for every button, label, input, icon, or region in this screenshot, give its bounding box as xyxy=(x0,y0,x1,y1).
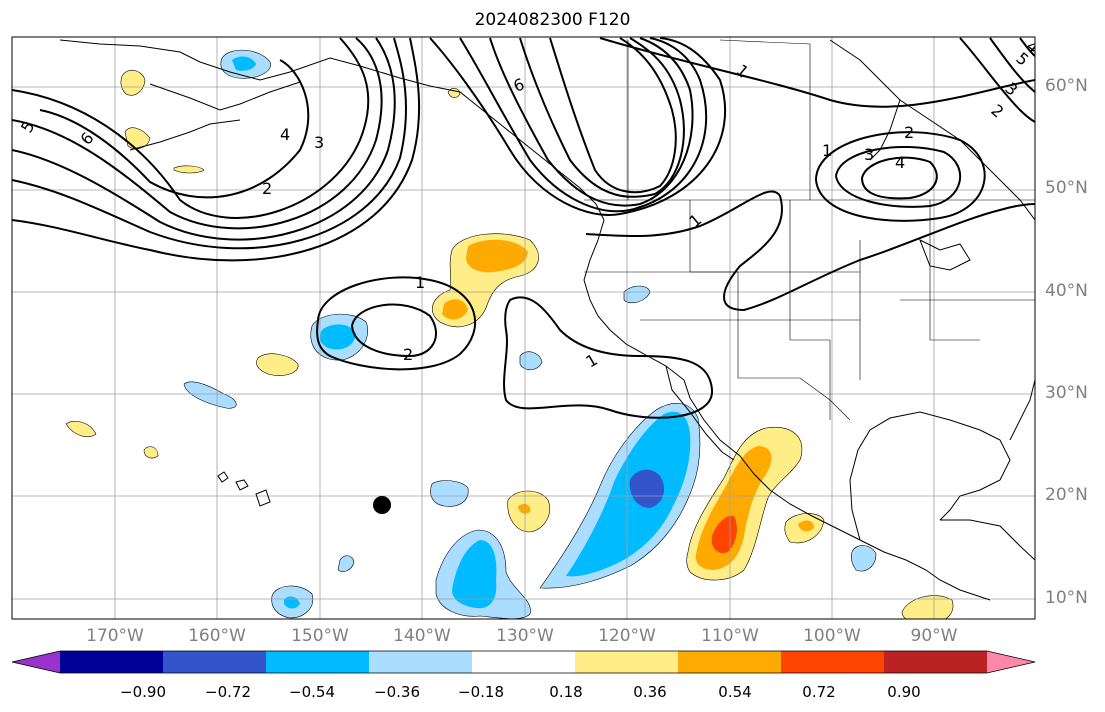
contour-label: 2 xyxy=(262,179,272,198)
map-frame xyxy=(11,36,1036,620)
colorbar-tick-label: 0.36 xyxy=(633,683,667,701)
colorbar-extend-low xyxy=(12,651,60,673)
contour-label: 3 xyxy=(314,133,324,152)
contour-label: 4 xyxy=(895,153,905,172)
colorbar-tick-label: −0.90 xyxy=(120,683,166,701)
anomaly-shading xyxy=(65,49,954,619)
lon-label: 150°W xyxy=(291,626,349,646)
colorbar-outline xyxy=(11,650,1036,674)
colorbar-tick-label: 0.90 xyxy=(887,683,921,701)
contour-label: 5 xyxy=(17,118,39,136)
colorbar-segment xyxy=(60,651,164,673)
colorbar-segment xyxy=(369,651,473,673)
colorbar-segment xyxy=(472,651,576,673)
lon-label: 160°W xyxy=(188,626,246,646)
lon-label: 90°W xyxy=(910,626,958,646)
colorbar-tick-label: −0.54 xyxy=(289,683,335,701)
colorbar-segment xyxy=(884,651,988,673)
contour-label: 1 xyxy=(822,141,832,160)
lat-lon-grid xyxy=(12,37,1035,619)
contour-label: 1 xyxy=(415,273,425,292)
contour-label: 2 xyxy=(904,123,914,142)
colorbar xyxy=(11,650,1036,674)
contour-label: 1 xyxy=(583,350,601,372)
lon-label: 140°W xyxy=(393,626,451,646)
contour-label: 2 xyxy=(987,101,1007,122)
colorbar-tick-label: 0.18 xyxy=(549,683,583,701)
political-borders xyxy=(584,39,1035,421)
lon-label: 120°W xyxy=(598,626,656,646)
colorbar-tick-label: −0.18 xyxy=(458,683,504,701)
colorbar-segment xyxy=(266,651,370,673)
lat-label: 10°N xyxy=(1045,588,1088,608)
contour-label: 1 xyxy=(685,210,705,231)
colorbar-segment xyxy=(781,651,885,673)
lon-label: 100°W xyxy=(803,626,861,646)
map-title: 2024082300 F120 xyxy=(474,10,631,30)
contour-lines xyxy=(12,37,1035,419)
storm-center-marker xyxy=(373,496,391,514)
colorbar-segment xyxy=(163,651,267,673)
colorbar-segment xyxy=(678,651,782,673)
colorbar-tick-label: 0.72 xyxy=(802,683,836,701)
contour-label: 4 xyxy=(280,125,290,144)
contour-label: 2 xyxy=(403,345,413,364)
lat-label: 60°N xyxy=(1045,76,1088,96)
colorbar-extend-high xyxy=(987,651,1035,673)
colorbar-segment xyxy=(575,651,679,673)
contour-label: 3 xyxy=(1001,79,1021,100)
contour-label: 3 xyxy=(864,145,874,164)
lon-label: 130°W xyxy=(496,626,554,646)
lat-label: 50°N xyxy=(1045,178,1088,198)
lon-label: 170°W xyxy=(86,626,144,646)
lat-label: 30°N xyxy=(1045,383,1088,403)
lat-label: 20°N xyxy=(1045,485,1088,505)
lon-label: 110°W xyxy=(701,626,759,646)
lat-label: 40°N xyxy=(1045,281,1088,301)
colorbar-tick-label: −0.36 xyxy=(374,683,420,701)
colorbar-tick-label: −0.72 xyxy=(205,683,251,701)
colorbar-tick-label: 0.54 xyxy=(718,683,752,701)
